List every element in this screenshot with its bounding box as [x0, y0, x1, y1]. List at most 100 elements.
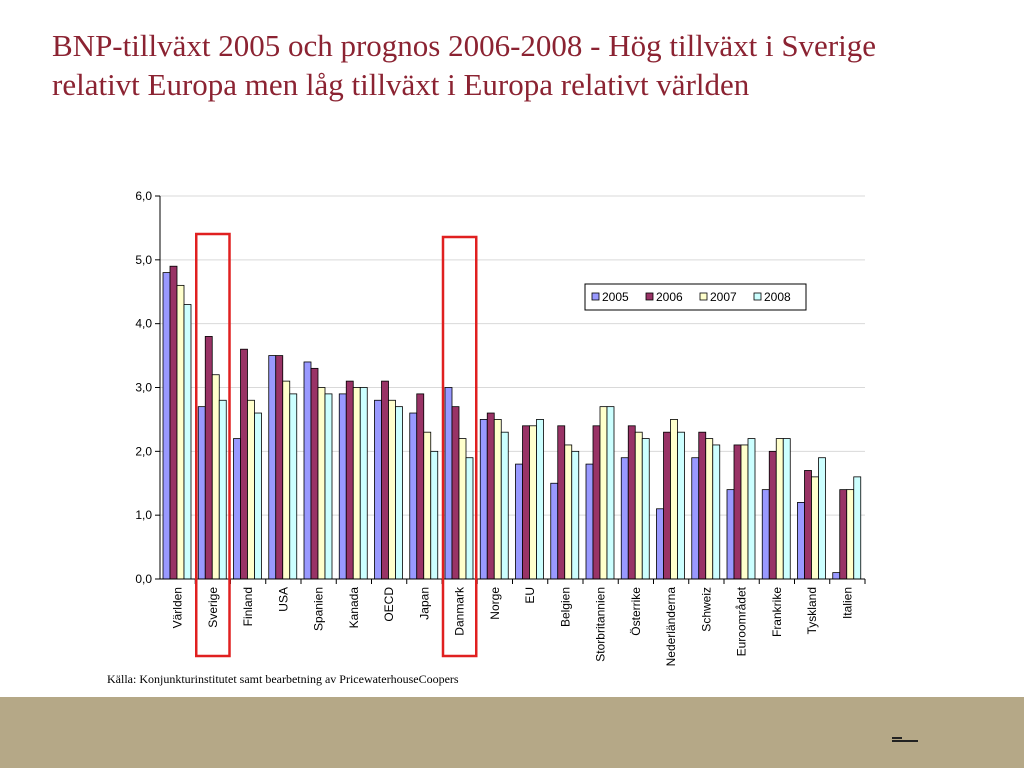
bar-2008-13 [641, 438, 650, 580]
bar-2006-3 [275, 355, 284, 580]
category-label: Schweiz [699, 587, 713, 632]
legend-label-2005: 2005 [602, 290, 629, 304]
y-tick-label: 2,0 [135, 444, 152, 458]
bar-2005-18 [797, 501, 805, 580]
bar-2007-5 [352, 387, 361, 580]
category-label: Tyskland [805, 587, 819, 634]
bar-2007-9 [493, 419, 502, 580]
gridlines [160, 195, 865, 516]
bar-2005-4 [303, 361, 312, 580]
bar-2007-3 [282, 380, 291, 580]
bar-2006-14 [663, 431, 671, 580]
bar-2007-19 [846, 489, 855, 580]
company-logo [892, 737, 918, 742]
bar-2006-8 [451, 406, 460, 580]
bar-2006-18 [804, 470, 812, 580]
bar-2005-5 [338, 393, 347, 580]
bar-2008-8 [465, 457, 474, 580]
bar-2008-12 [606, 406, 615, 580]
bar-2007-0 [176, 284, 185, 580]
bar-2005-10 [515, 463, 523, 580]
bar-2008-9 [500, 431, 509, 580]
legend-swatch-2008 [753, 292, 762, 301]
bar-2008-3 [289, 393, 298, 580]
category-label: Euroområdet [735, 586, 749, 656]
bar-2005-19 [832, 572, 841, 580]
bar-2008-10 [536, 419, 544, 580]
bar-2007-12 [599, 406, 608, 580]
category-label: USA [276, 587, 290, 612]
category-label: OECD [382, 587, 396, 622]
legend-swatch-2007 [699, 292, 708, 301]
bar-2005-11 [550, 482, 559, 580]
growth-bar-chart: 0,0 1,0 2,0 3,0 4,0 5,0 6,0 Världen Sverige Finla… [135, 189, 866, 667]
bar-2007-18 [811, 476, 819, 580]
bar-2008-7 [430, 450, 439, 580]
bar-2008-11 [571, 450, 580, 580]
bar-2008-0 [183, 304, 192, 580]
bar-2008-6 [395, 406, 403, 580]
y-tick-label: 6,0 [135, 189, 152, 203]
bar-2008-18 [818, 457, 826, 580]
bar-2006-9 [486, 412, 495, 580]
bar-2007-8 [458, 438, 467, 580]
category-label: Frankrike [770, 587, 784, 637]
bar-2005-9 [479, 419, 488, 580]
source-note: Källa: Konjunkturinstitutet samt bearbet… [107, 672, 459, 686]
category-label: Danmark [453, 586, 467, 636]
bar-2006-11 [557, 425, 566, 580]
bar-2008-4 [324, 393, 333, 580]
bar-2006-13 [627, 425, 636, 580]
bar-2007-1 [211, 374, 220, 580]
category-label: EU [523, 587, 537, 604]
category-label: Österrike [629, 587, 643, 636]
y-tick-label: 3,0 [135, 381, 152, 395]
legend-label-2007: 2007 [710, 290, 737, 304]
category-label: Finland [241, 587, 255, 626]
y-tick-label: 4,0 [135, 317, 152, 331]
footer-band [0, 697, 1024, 768]
legend: 2005 2006 2007 2008 [584, 283, 807, 311]
bar-2005-7 [409, 412, 418, 580]
bar-2008-17 [782, 438, 791, 580]
highlight-box-danmark [441, 235, 478, 658]
bar-2005-14 [656, 508, 664, 580]
bar-2005-3 [268, 355, 277, 580]
slide-title: BNP-tillväxt 2005 och prognos 2006-2008 … [52, 28, 877, 102]
bar-2006-5 [345, 380, 354, 580]
bar-2007-13 [634, 431, 643, 580]
legend-label-2008: 2008 [764, 290, 791, 304]
bar-2006-7 [416, 393, 425, 580]
bar-2006-17 [768, 450, 777, 580]
bar-2008-19 [853, 476, 862, 580]
category-label: Japan [417, 587, 431, 620]
bar-2006-6 [381, 380, 389, 580]
bar-2006-12 [592, 425, 601, 580]
legend-label-2006: 2006 [656, 290, 683, 304]
bar-2005-0 [162, 272, 171, 580]
bar-2005-8 [444, 387, 453, 580]
bar-2006-4 [310, 367, 319, 580]
bar-2008-16 [747, 438, 756, 580]
category-label: Spanien [312, 587, 326, 631]
bar-2005-17 [761, 489, 770, 580]
bar-2007-10 [529, 425, 537, 580]
category-label: Storbritannien [594, 587, 608, 662]
bar-2008-15 [712, 444, 721, 580]
bar-2006-1 [204, 336, 213, 580]
bar-2005-16 [726, 489, 735, 580]
bar-2006-16 [733, 444, 742, 580]
bars [162, 265, 862, 580]
bar-2007-4 [317, 387, 326, 580]
legend-swatch-2006 [645, 292, 654, 301]
category-label: Nederländerna [664, 587, 678, 667]
category-label: Världen [171, 587, 185, 628]
legend-box [584, 283, 807, 311]
bar-2007-7 [423, 431, 432, 580]
bar-2005-12 [585, 463, 594, 580]
bar-2006-2 [240, 348, 248, 580]
bar-2005-15 [691, 457, 700, 580]
category-label: Italien [840, 587, 854, 619]
axes [155, 195, 866, 584]
bar-2007-6 [388, 399, 396, 580]
